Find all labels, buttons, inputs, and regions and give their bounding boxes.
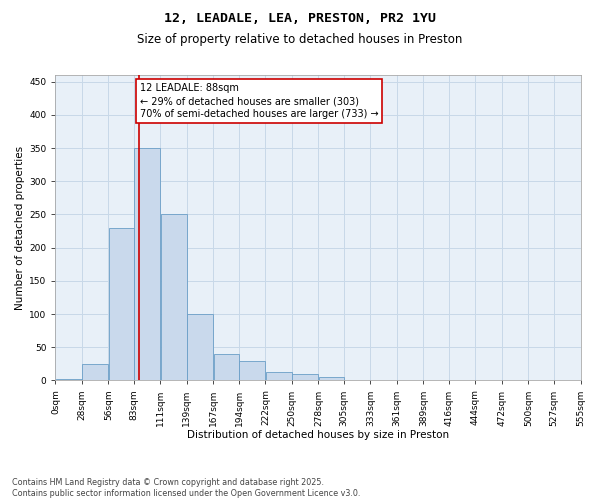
Bar xyxy=(82,364,108,380)
Text: Contains HM Land Registry data © Crown copyright and database right 2025.
Contai: Contains HM Land Registry data © Crown c… xyxy=(12,478,361,498)
Bar xyxy=(109,228,134,380)
Bar xyxy=(239,360,265,380)
Text: 12 LEADALE: 88sqm
← 29% of detached houses are smaller (303)
70% of semi-detache: 12 LEADALE: 88sqm ← 29% of detached hous… xyxy=(140,83,378,120)
Bar xyxy=(266,372,292,380)
Bar xyxy=(161,214,187,380)
Bar xyxy=(134,148,160,380)
Bar xyxy=(56,379,82,380)
Text: Size of property relative to detached houses in Preston: Size of property relative to detached ho… xyxy=(137,32,463,46)
Bar xyxy=(214,354,239,380)
Bar xyxy=(187,314,213,380)
Text: 12, LEADALE, LEA, PRESTON, PR2 1YU: 12, LEADALE, LEA, PRESTON, PR2 1YU xyxy=(164,12,436,26)
Bar xyxy=(292,374,318,380)
Bar xyxy=(319,377,344,380)
X-axis label: Distribution of detached houses by size in Preston: Distribution of detached houses by size … xyxy=(187,430,449,440)
Y-axis label: Number of detached properties: Number of detached properties xyxy=(15,146,25,310)
